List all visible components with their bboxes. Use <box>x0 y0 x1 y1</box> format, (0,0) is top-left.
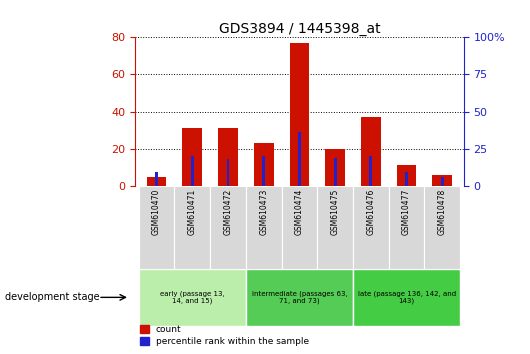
Bar <box>262 156 265 186</box>
Bar <box>246 269 353 326</box>
Bar <box>369 156 372 186</box>
Bar <box>155 172 158 186</box>
Bar <box>281 186 317 269</box>
Bar <box>388 186 425 269</box>
Text: GSM610475: GSM610475 <box>331 188 340 235</box>
Title: GDS3894 / 1445398_at: GDS3894 / 1445398_at <box>219 22 380 36</box>
Text: GSM610476: GSM610476 <box>366 188 375 235</box>
Bar <box>425 186 460 269</box>
Text: GSM610471: GSM610471 <box>188 188 197 235</box>
Bar <box>432 175 452 186</box>
Bar <box>246 186 281 269</box>
Bar <box>289 43 310 186</box>
Text: GSM610478: GSM610478 <box>438 188 447 235</box>
Bar <box>174 186 210 269</box>
Text: GSM610472: GSM610472 <box>224 188 233 235</box>
Text: late (passage 136, 142, and
143): late (passage 136, 142, and 143) <box>358 290 456 304</box>
Bar <box>147 177 166 186</box>
Bar <box>441 177 444 186</box>
Text: GSM610477: GSM610477 <box>402 188 411 235</box>
Text: GSM610473: GSM610473 <box>259 188 268 235</box>
Bar <box>353 269 460 326</box>
Legend: count, percentile rank within the sample: count, percentile rank within the sample <box>140 325 309 346</box>
Text: early (passage 13,
14, and 15): early (passage 13, 14, and 15) <box>160 290 225 304</box>
Bar <box>325 149 345 186</box>
Bar <box>317 186 353 269</box>
Bar <box>218 128 238 186</box>
Bar <box>227 159 229 186</box>
Bar <box>334 158 337 186</box>
Bar <box>405 172 408 186</box>
Bar <box>139 269 246 326</box>
Bar <box>191 156 194 186</box>
Bar <box>210 186 246 269</box>
Text: GSM610470: GSM610470 <box>152 188 161 235</box>
Bar <box>139 186 174 269</box>
Text: GSM610474: GSM610474 <box>295 188 304 235</box>
Bar <box>361 117 381 186</box>
Text: intermediate (passages 63,
71, and 73): intermediate (passages 63, 71, and 73) <box>252 290 347 304</box>
Bar <box>397 165 417 186</box>
Text: development stage: development stage <box>5 292 100 302</box>
Bar <box>353 186 388 269</box>
Bar <box>182 128 202 186</box>
Bar <box>298 132 301 186</box>
Bar <box>254 143 273 186</box>
